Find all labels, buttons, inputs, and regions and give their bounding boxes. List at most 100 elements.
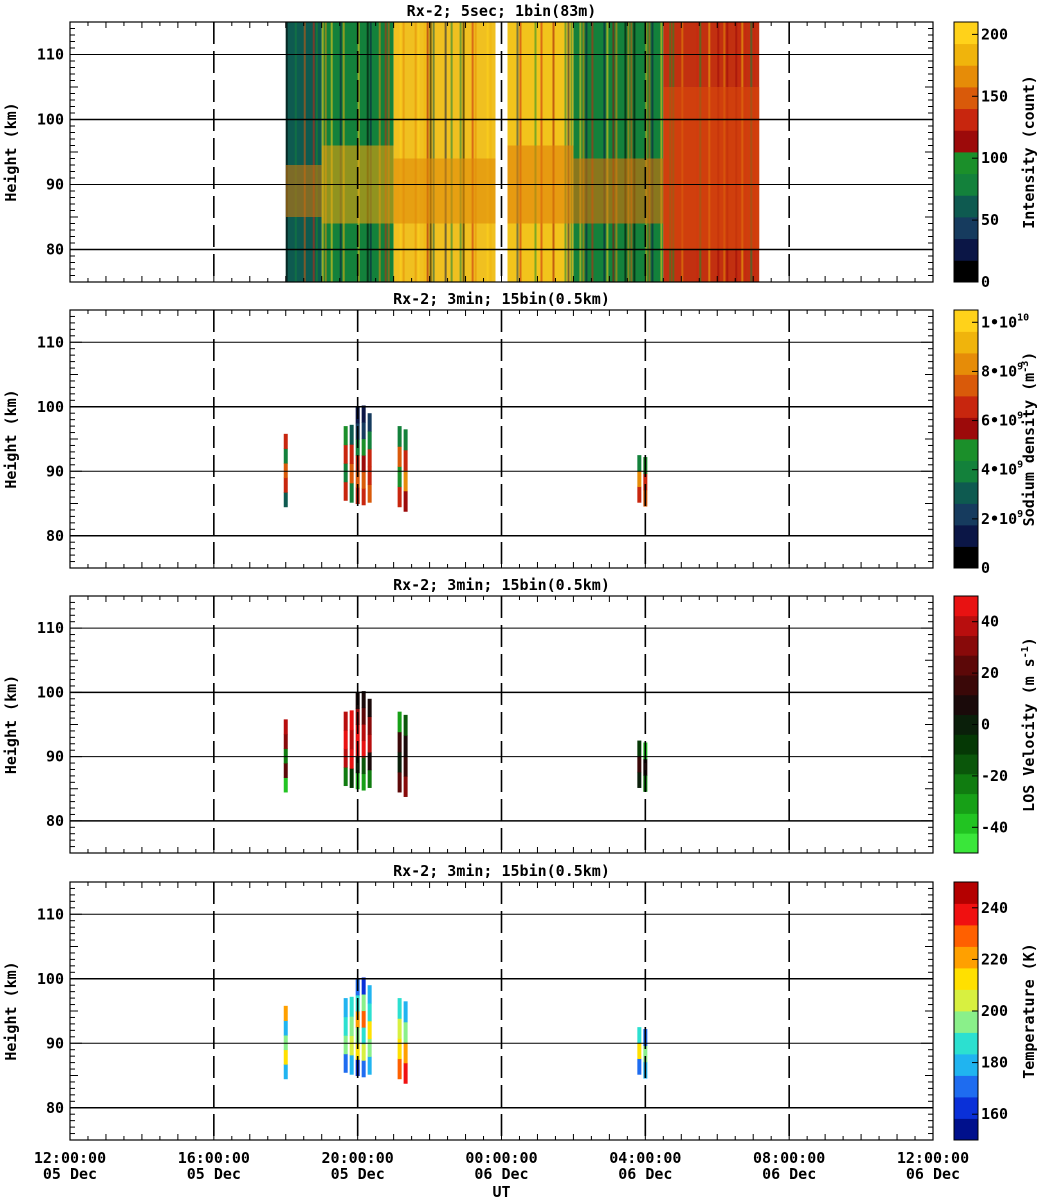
intensity-streak	[294, 22, 297, 282]
x-tick-date-label: 05 Dec	[187, 1165, 241, 1183]
panel-title: Rx-2; 3min; 15bin(0.5km)	[393, 862, 610, 880]
colorbar-swatch	[954, 1097, 978, 1119]
colorbar: 0 2•109 4•109 6•109 8•109 1•1010 Sodium densit…	[953, 309, 1038, 577]
colorbar-swatch	[954, 439, 978, 461]
profile-cell	[397, 486, 402, 508]
colorbar-tick-label: -40	[981, 818, 1008, 836]
profile-cell	[367, 1056, 372, 1075]
profile-cell	[361, 773, 366, 791]
x-tick-time-label: 16:00:00	[178, 1149, 250, 1167]
colorbar-swatch	[954, 675, 978, 696]
y-tick-label: 110	[37, 619, 64, 637]
x-tick-time-label: 12:00:00	[34, 1149, 106, 1167]
colorbar-swatch	[954, 108, 978, 131]
profile-cell	[283, 433, 288, 449]
colorbar: 0 50 100 150 200 Intensity (count)	[953, 21, 1038, 291]
profile-cell	[643, 758, 648, 776]
colorbar-tick-label: 2•109	[981, 509, 1023, 528]
profile-cell	[349, 1035, 354, 1056]
intensity-streak	[315, 22, 318, 282]
profile-cell	[367, 448, 372, 468]
panel-2: 80 90 100 110 Rx-2; 3min; 15bin(0.5km) Height…	[2, 290, 1038, 577]
profile-cell	[283, 1049, 288, 1065]
profile-cell	[403, 735, 408, 757]
y-tick-label: 100	[37, 111, 64, 129]
y-tick-label: 100	[37, 398, 64, 416]
colorbar-swatch	[954, 152, 978, 175]
profile-cell	[343, 711, 348, 731]
profile-cell	[637, 455, 642, 472]
colorbar: -40 -20 0 20 40 LOS Velocity (m s-1)	[953, 595, 1038, 854]
colorbar-tick-label: 240	[981, 899, 1008, 917]
colorbar-swatch	[954, 238, 978, 261]
colorbar-tick-label: 8•109	[981, 361, 1023, 380]
profile-cell	[637, 1058, 642, 1075]
intensity-segment	[573, 22, 664, 282]
colorbar-swatch	[954, 615, 978, 636]
colorbar-frame	[953, 309, 979, 569]
profile-cell	[349, 1054, 354, 1075]
profile-cell	[403, 490, 408, 512]
colorbar-swatch	[954, 417, 978, 440]
profile-cell	[403, 776, 408, 797]
colorbar-swatch	[954, 813, 978, 834]
profile-cell	[343, 463, 348, 483]
intensity-streak	[579, 22, 582, 282]
profile-cell	[283, 462, 288, 479]
colorbar-swatch	[954, 482, 978, 504]
colorbar-swatch	[954, 331, 978, 354]
profile-cell	[361, 455, 366, 473]
colorbar-swatch	[954, 773, 978, 795]
profile-cell	[361, 740, 366, 758]
profile-cell	[283, 1005, 288, 1021]
profile-cell	[283, 733, 288, 749]
profile-cell	[343, 1016, 348, 1036]
intensity-streak	[651, 22, 654, 282]
colorbar-swatch	[954, 310, 978, 332]
colorbar-swatch	[954, 946, 978, 969]
profile-cell	[637, 1042, 642, 1060]
colorbar-swatch	[954, 525, 978, 547]
x-tick-date-label: 06 Dec	[474, 1165, 528, 1183]
profile-cell	[283, 1064, 288, 1080]
profile-cell	[397, 426, 402, 447]
colorbar-swatch	[954, 65, 978, 88]
panel-title: Rx-2; 3min; 15bin(0.5km)	[393, 576, 610, 594]
colorbar-tick-label: 20	[981, 664, 999, 682]
intensity-streak	[648, 22, 651, 282]
profile-cell	[355, 1043, 360, 1060]
y-tick-label: 110	[37, 905, 64, 923]
intensity-streak	[615, 22, 618, 282]
profile-cell	[361, 488, 366, 506]
panel-title: Rx-2; 5sec; 1bin(83m)	[407, 2, 597, 20]
y-axis-label: Height (km)	[2, 389, 20, 488]
colorbar-tick-label: 180	[981, 1054, 1008, 1072]
profile-cell	[367, 466, 372, 485]
colorbar-swatch	[954, 173, 978, 196]
colorbar-tick-label: 0	[981, 716, 990, 734]
data-layer	[285, 22, 760, 282]
profile-cell	[343, 730, 348, 750]
profile-cell	[361, 1010, 366, 1028]
colorbar-tick-label: 50	[981, 211, 999, 229]
profile-cell	[361, 977, 366, 995]
profile-cell	[367, 734, 372, 753]
profile-cell	[367, 769, 372, 788]
profile-cell	[343, 767, 348, 787]
colorbar-swatch	[954, 694, 978, 716]
profile-cell	[343, 1035, 348, 1055]
intensity-streak	[402, 22, 405, 282]
profile-cell	[367, 484, 372, 503]
x-tick-date-label: 05 Dec	[43, 1165, 97, 1183]
x-tick-date-label: 06 Dec	[906, 1165, 960, 1183]
profile-cell	[367, 1038, 372, 1057]
colorbar-swatch	[954, 87, 978, 110]
intensity-streak	[489, 22, 492, 282]
colorbar-tick-label: 4•109	[981, 460, 1023, 479]
profile-cell	[349, 1016, 354, 1037]
profile-cell	[367, 1020, 372, 1040]
colorbar-swatch	[954, 260, 978, 283]
colorbar-label: Sodium density (m-3)	[1020, 352, 1038, 527]
sodium-layer-band	[393, 158, 496, 224]
profile-cell	[397, 751, 402, 773]
